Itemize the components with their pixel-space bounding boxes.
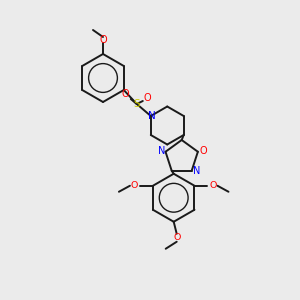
Text: O: O xyxy=(199,146,207,156)
Text: N: N xyxy=(148,111,156,121)
Text: O: O xyxy=(122,89,130,99)
Text: O: O xyxy=(130,181,138,190)
Text: S: S xyxy=(134,99,140,109)
Text: N: N xyxy=(193,166,200,176)
Text: N: N xyxy=(158,146,165,156)
Text: O: O xyxy=(173,233,180,242)
Text: O: O xyxy=(99,35,107,45)
Text: O: O xyxy=(210,181,217,190)
Text: O: O xyxy=(144,93,152,103)
